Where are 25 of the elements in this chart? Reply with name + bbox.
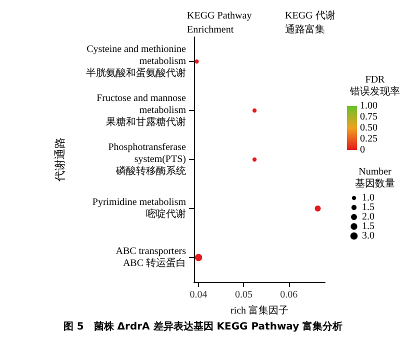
- y-tick-label: Cysteine and methionine metabolism 半胱氨酸和蛋氨酸代谢: [86, 44, 187, 79]
- y-axis-title: 代谢通路: [54, 138, 66, 182]
- legend-label: 1.5: [362, 221, 374, 232]
- y-tick-label: Phosphotransferase system(PTS) 磷酸转移酶系统: [108, 142, 187, 177]
- chart-title: KEGG Pathway Enrichment: [187, 10, 254, 36]
- x-tick-label: 0.06: [280, 290, 298, 300]
- color-bar-label: 0.25: [360, 134, 378, 144]
- legend-label: 3.0: [362, 230, 374, 242]
- color-bar-label: 0.50: [360, 122, 378, 134]
- y-tick-label: ABC transporters ABC 转运蛋白: [116, 246, 186, 269]
- caption: 图 5 菌株 ΔrdrA 差异表达基因 KEGG Pathway 富集分析: [63, 320, 343, 332]
- x-tick-label: 0.04: [190, 290, 208, 300]
- legend-label: 1.0: [362, 192, 374, 204]
- legend-label: 1.5: [362, 202, 374, 213]
- y-tick-label: Pyrimidine metabolism 嘧啶代谢: [92, 197, 186, 220]
- color-bar-label: 1.00: [360, 100, 378, 112]
- y-tick-label: Fructose and mannose metabolism 果糖和甘露糖代谢: [96, 93, 187, 128]
- x-tick-label: 0.05: [234, 290, 252, 300]
- x-axis-title: rich 富集因子: [230, 304, 289, 316]
- color-bar-label: 0.75: [360, 112, 378, 122]
- legend-title: Number 基因数量: [355, 166, 395, 190]
- chart-subtitle: KEGG 代谢通路富集: [285, 10, 336, 36]
- color-bar-title: FDR 错误发现率: [349, 74, 400, 98]
- color-bar-label: 0: [360, 144, 365, 156]
- legend-label: 2.0: [362, 212, 374, 222]
